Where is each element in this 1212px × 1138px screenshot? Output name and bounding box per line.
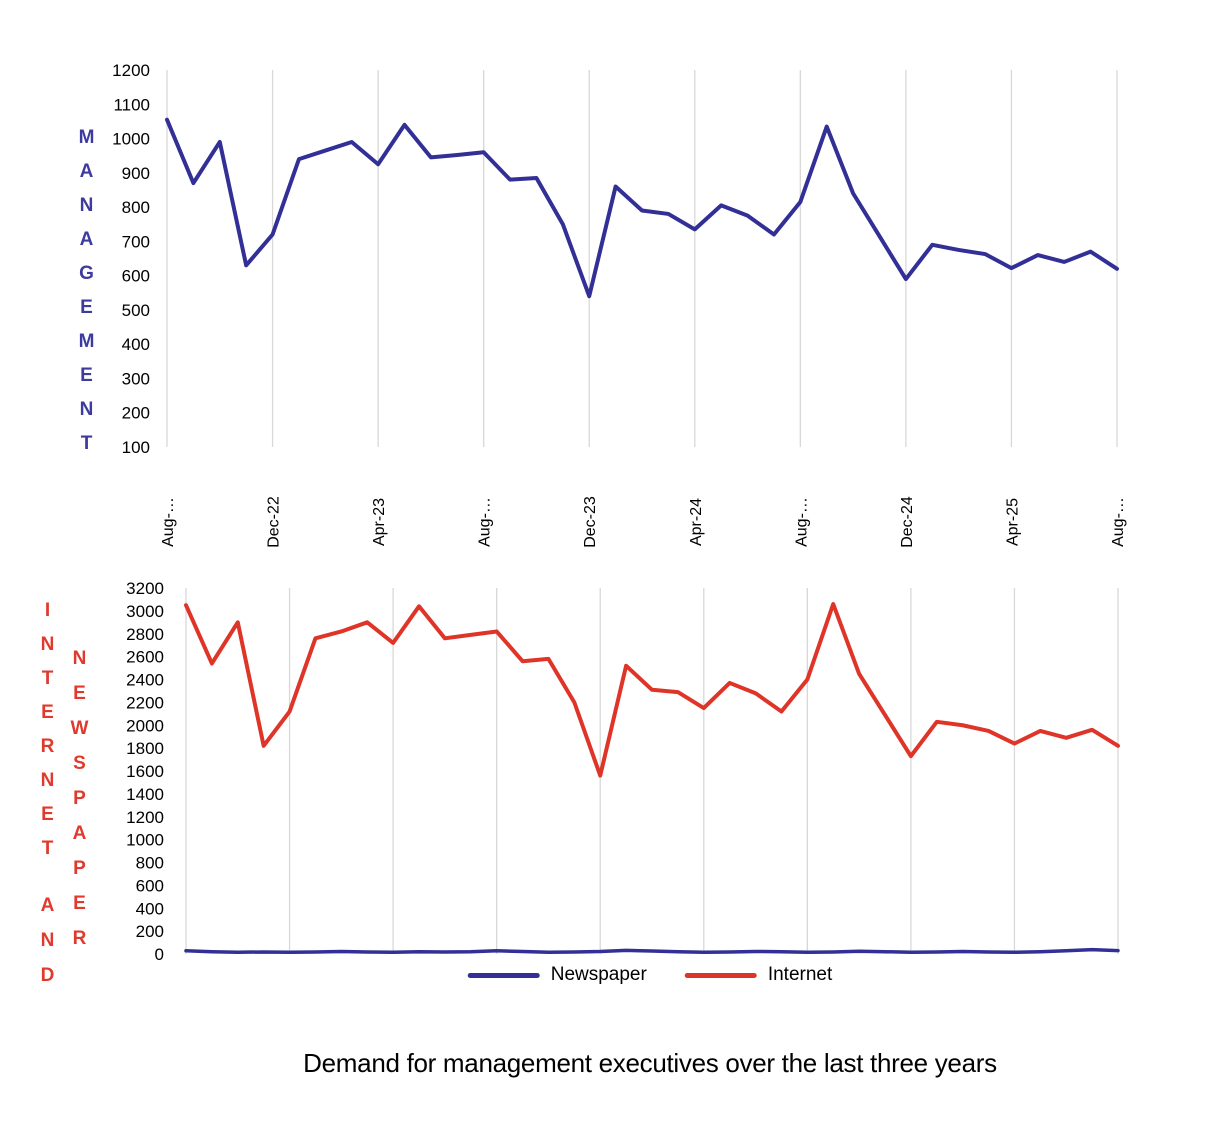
y-tick-label: 300	[122, 369, 150, 388]
and-y-axis-title-part: AND	[37, 895, 58, 1000]
y-tick-label: 200	[122, 404, 150, 423]
management-line-chart: 1200 1100 1000 900 800 700 600 500 400 300 200 100 A…	[112, 61, 1127, 548]
y-tick-label: 1800	[126, 739, 164, 758]
y-tick-label: 1100	[113, 95, 150, 114]
y-tick-label: 1200	[112, 61, 150, 80]
y-tick-label: 2800	[126, 625, 164, 644]
x-tick-label: Dec-22	[266, 496, 283, 548]
internet-newspaper-line-chart: 3200300028002600240022002000180016001400…	[126, 579, 1120, 964]
y-tick-label: 700	[122, 232, 150, 251]
y-tick-label: 400	[136, 899, 164, 918]
y-tick-label: 1400	[126, 785, 164, 804]
series-line-internet	[184, 602, 1120, 778]
y-tick-label: 2600	[126, 648, 164, 667]
y-tick-label: 100	[122, 438, 150, 457]
y-tick-label: 600	[122, 267, 150, 286]
internet-line-swatch	[684, 972, 757, 978]
x-tick-label: Dec-24	[899, 496, 916, 548]
y-tick-label: 200	[136, 922, 164, 941]
y-tick-label: 1200	[126, 808, 164, 827]
y-tick-label: 0	[155, 945, 164, 964]
series-line-management	[165, 117, 1119, 299]
y-tick-label: 1600	[126, 762, 164, 781]
y-tick-label: 500	[122, 301, 150, 320]
y-tick-label: 1000	[112, 130, 150, 149]
newspaper-line-swatch	[467, 972, 540, 978]
legend-label-newspaper: Newspaper	[550, 964, 647, 985]
x-tick-label: Aug-…	[477, 497, 494, 547]
legend-item-internet: Internet	[684, 964, 833, 986]
management-y-axis-title: MANAGEMENT	[76, 127, 97, 467]
x-tick-label: Apr-24	[688, 498, 705, 546]
chart-legend: Newspaper Internet	[467, 964, 833, 986]
x-tick-label: Apr-23	[371, 498, 388, 546]
y-tick-label: 600	[136, 876, 164, 895]
y-tick-label: 3200	[126, 579, 164, 598]
newspaper-y-axis-title-part: NEWSPAPER	[69, 648, 90, 963]
internet-y-axis-title-part: INTERNET	[37, 600, 58, 872]
x-tick-label: Aug-…	[160, 497, 177, 547]
y-tick-label: 2200	[126, 693, 164, 712]
legend-item-newspaper: Newspaper	[467, 964, 647, 986]
y-tick-label: 400	[122, 335, 150, 354]
x-tick-label: Apr-25	[1004, 498, 1021, 546]
y-tick-label: 2000	[126, 716, 164, 735]
chart-caption: Demand for management executives over th…	[303, 1048, 997, 1078]
x-tick-label: Dec-23	[582, 496, 599, 548]
x-tick-label: Aug-…	[793, 497, 810, 547]
legend-label-internet: Internet	[767, 964, 833, 985]
y-tick-label: 800	[136, 854, 164, 873]
series-line-newspaper	[184, 947, 1120, 955]
x-tick-label: Aug-…	[1110, 497, 1127, 547]
y-tick-label: 3000	[126, 602, 164, 621]
y-tick-label: 1000	[126, 831, 164, 850]
y-tick-label: 2400	[126, 671, 164, 690]
y-tick-label: 900	[122, 164, 150, 183]
y-tick-label: 800	[122, 198, 150, 217]
